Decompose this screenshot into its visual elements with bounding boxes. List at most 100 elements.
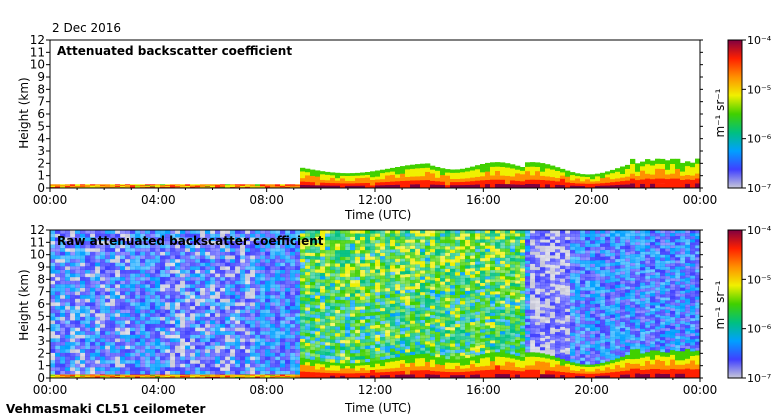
heatmap-cell — [125, 345, 131, 350]
heatmap-cell — [80, 186, 86, 188]
heatmap-cell — [375, 252, 381, 257]
heatmap-cell — [400, 305, 406, 310]
heatmap-cell — [405, 245, 411, 250]
heatmap-cell — [135, 258, 141, 263]
heatmap-cell — [100, 258, 106, 263]
heatmap-cell — [215, 276, 221, 281]
heatmap-cell — [240, 266, 246, 270]
heatmap-cell — [300, 290, 306, 295]
heatmap-cell — [90, 370, 96, 375]
heatmap-cell — [495, 342, 501, 347]
heatmap-cell — [370, 233, 376, 237]
heatmap-cell — [225, 376, 231, 377]
heatmap-cell — [290, 269, 296, 274]
heatmap-cell — [60, 251, 66, 256]
heatmap-cell — [220, 302, 226, 307]
heatmap-cell — [295, 349, 301, 353]
heatmap-cell — [400, 169, 406, 174]
heatmap-cell — [220, 341, 226, 346]
heatmap-cell — [470, 290, 476, 294]
heatmap-cell — [490, 369, 496, 374]
heatmap-cell — [120, 323, 126, 328]
heatmap-cell — [50, 341, 56, 346]
heatmap-cell — [380, 368, 386, 373]
heatmap-cell — [400, 271, 406, 275]
heatmap-cell — [305, 297, 311, 302]
heatmap-cell — [590, 185, 596, 189]
heatmap-cell — [80, 186, 86, 188]
heatmap-cell — [485, 257, 491, 262]
heatmap-cell — [280, 244, 286, 249]
heatmap-cell — [305, 374, 311, 379]
heatmap-cell — [260, 334, 266, 339]
heatmap-cell — [285, 327, 291, 332]
heatmap-cell — [310, 278, 316, 283]
heatmap-cell — [240, 316, 246, 321]
heatmap-cell — [110, 186, 116, 188]
heatmap-cell — [285, 184, 291, 186]
heatmap-cell — [405, 311, 411, 315]
heatmap-cell — [275, 284, 281, 288]
heatmap-cell — [385, 349, 391, 353]
y-tick-label: 6 — [37, 107, 45, 121]
heatmap-cell — [85, 363, 91, 368]
heatmap-cell — [360, 296, 366, 300]
heatmap-cell — [275, 374, 281, 376]
heatmap-cell — [310, 349, 316, 354]
heatmap-cell — [380, 333, 386, 338]
heatmap-cell — [290, 302, 296, 307]
heatmap-cell — [100, 248, 106, 252]
heatmap-cell — [250, 184, 256, 186]
heatmap-cell — [250, 255, 256, 260]
heatmap-cell — [120, 186, 126, 188]
heatmap-cell — [415, 304, 421, 308]
heatmap-cell — [200, 327, 206, 332]
heatmap-cell — [150, 363, 156, 368]
heatmap-cell — [170, 345, 176, 350]
heatmap-cell — [75, 273, 81, 278]
heatmap-cell — [410, 239, 416, 243]
heatmap-cell — [335, 259, 341, 264]
heatmap-cell — [415, 358, 421, 363]
heatmap-cell — [400, 312, 406, 316]
heatmap-cell — [475, 280, 481, 284]
heatmap-cell — [365, 263, 371, 267]
heatmap-cell — [100, 184, 106, 186]
heatmap-cell — [135, 287, 141, 292]
heatmap-cell — [110, 258, 116, 263]
heatmap-cell — [325, 253, 331, 257]
heatmap-cell — [50, 262, 56, 267]
heatmap-cell — [65, 323, 71, 328]
heatmap-cell — [290, 370, 296, 375]
heatmap-cell — [330, 367, 336, 371]
heatmap-cell — [240, 298, 246, 303]
heatmap-cell — [520, 170, 526, 175]
heatmap-cell — [145, 273, 151, 278]
heatmap-cell — [60, 255, 66, 260]
heatmap-cell — [140, 186, 146, 188]
heatmap-cell — [275, 298, 281, 303]
heatmap-cell — [280, 251, 286, 256]
heatmap-cell — [370, 348, 376, 352]
heatmap-cell — [165, 269, 171, 274]
heatmap-cell — [325, 364, 331, 368]
heatmap-cell — [425, 260, 431, 265]
heatmap-cell — [185, 316, 191, 321]
heatmap-cell — [160, 359, 166, 364]
heatmap-cell — [180, 352, 186, 357]
heatmap-cell — [380, 285, 386, 289]
heatmap-cell — [460, 262, 466, 266]
heatmap-cell — [420, 373, 426, 379]
heatmap-cell — [210, 359, 216, 364]
heatmap-cell — [470, 347, 476, 351]
heatmap-cell — [265, 266, 271, 270]
heatmap-cell — [190, 294, 196, 299]
heatmap-cell — [115, 345, 121, 350]
heatmap-cell — [420, 171, 426, 177]
heatmap-cell — [60, 244, 66, 249]
heatmap-cell — [455, 288, 461, 292]
heatmap-cell — [390, 265, 396, 269]
heatmap-cell — [465, 262, 471, 266]
heatmap-cell — [55, 185, 61, 187]
heatmap-cell — [140, 352, 146, 357]
